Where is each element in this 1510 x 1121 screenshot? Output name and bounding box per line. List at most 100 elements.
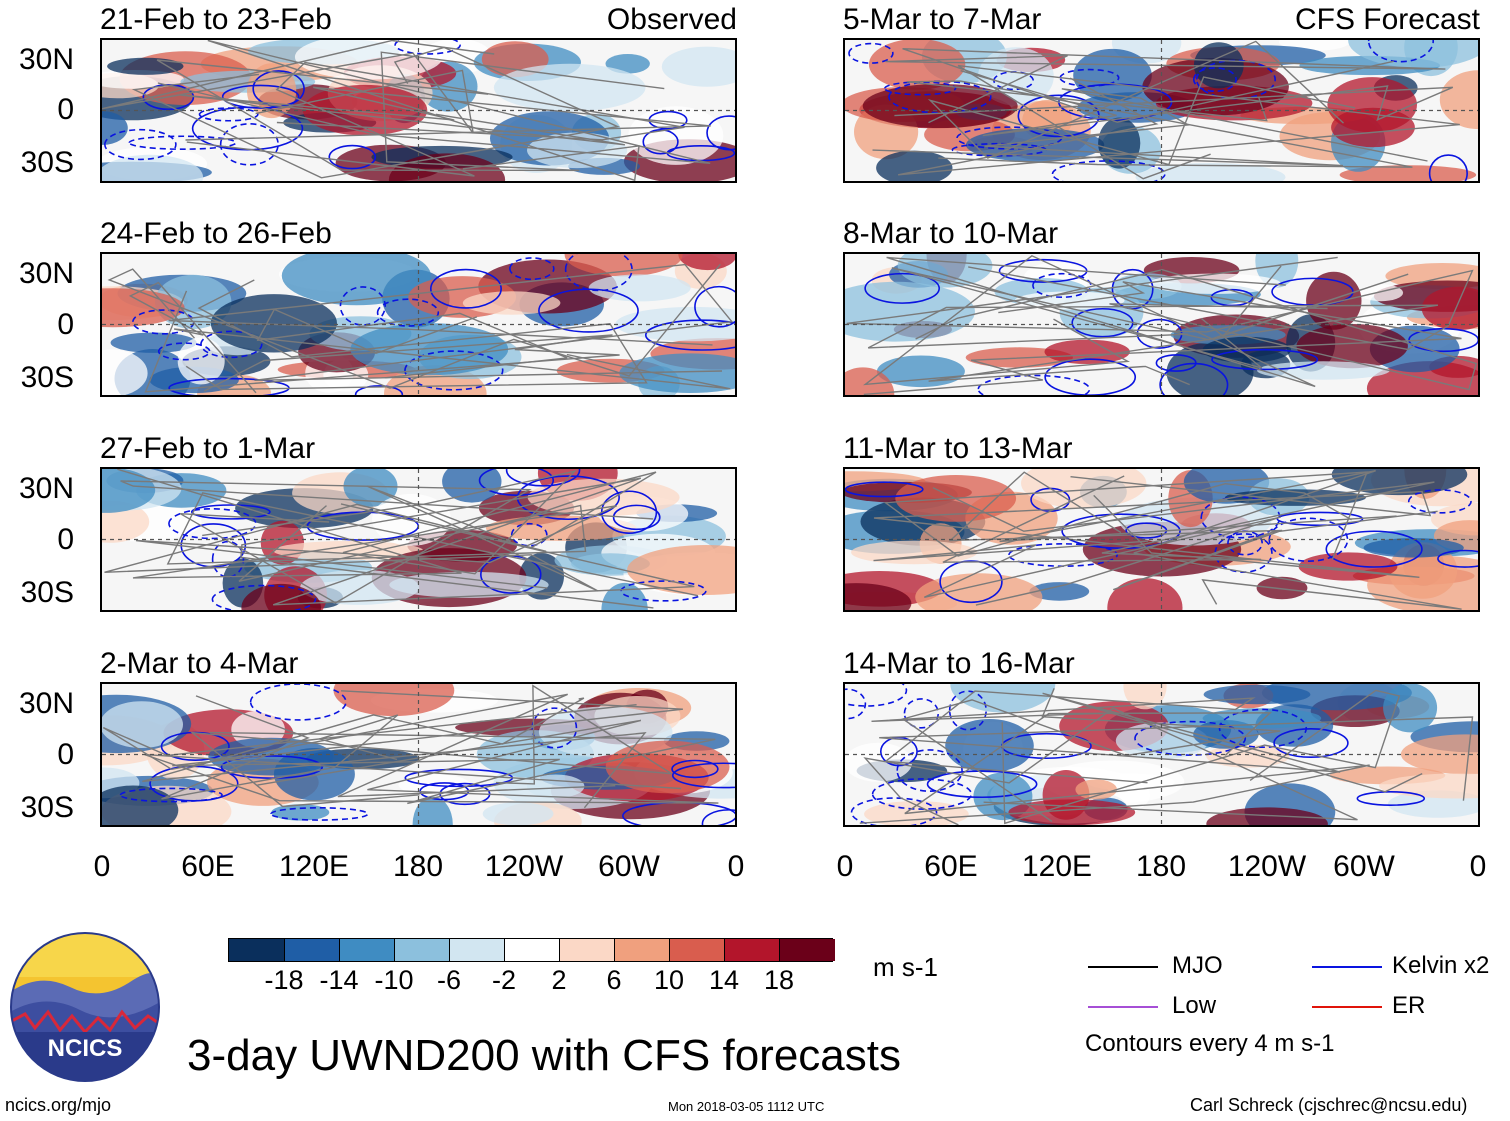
coastline — [256, 308, 568, 379]
kelvin-contour — [394, 40, 461, 55]
colorbar-label: -18 — [264, 965, 304, 995]
anomaly-blob — [1044, 339, 1130, 364]
kelvin-contour — [198, 107, 259, 122]
kelvin-contour — [848, 42, 894, 64]
coastline — [999, 470, 1462, 610]
coastline — [1001, 689, 1401, 825]
kelvin-contour — [1001, 732, 1092, 760]
coastline — [859, 712, 1370, 824]
kelvin-contour — [168, 508, 257, 540]
coastline — [166, 492, 699, 597]
kelvin-contour — [850, 797, 938, 825]
coastline — [863, 281, 1462, 395]
main-title: 3-day UWND200 with CFS forecasts — [187, 1031, 901, 1080]
kelvin-contour — [1218, 708, 1307, 749]
coastline — [932, 475, 1435, 563]
lon-label: 60W — [1333, 850, 1395, 883]
colorbar-label: 18 — [763, 965, 795, 995]
map-plot — [100, 38, 737, 183]
colorbar-label: 14 — [708, 965, 740, 995]
kelvin-contour — [1059, 68, 1120, 87]
kelvin-contour — [1192, 67, 1237, 93]
anomaly-blob — [482, 802, 554, 825]
anomaly-blob — [605, 740, 730, 794]
colorbar-swatch — [779, 939, 835, 961]
legend-note: Contours every 4 m s-1 — [1085, 1030, 1335, 1057]
kelvin-contour — [128, 135, 237, 150]
coastline — [240, 477, 695, 609]
kelvin-contour — [845, 688, 867, 720]
kelvin-contour — [376, 298, 440, 327]
kelvin-contour — [1111, 268, 1154, 310]
kelvin-contour — [119, 787, 223, 803]
anomaly-blob — [845, 742, 913, 782]
panel-title: 14-Mar to 16-Mar — [843, 647, 1075, 680]
panel-title: 27-Feb to 1-Mar — [100, 432, 316, 465]
kelvin-contour — [600, 490, 658, 534]
lon-label: 60W — [598, 850, 660, 883]
anomaly-blob — [1029, 582, 1090, 601]
footer-url[interactable]: ncics.org/mjo — [5, 1095, 112, 1115]
kelvin-contour — [516, 475, 620, 521]
anomaly-blob — [897, 254, 993, 288]
panel-title: 11-Mar to 13-Mar — [843, 432, 1073, 465]
colorbar-swatch — [614, 939, 670, 961]
anomaly-blob — [527, 478, 680, 517]
kelvin-contour — [190, 504, 271, 520]
panel-tag: Observed — [606, 3, 737, 36]
anomaly-blob — [1206, 807, 1328, 825]
kelvin-contour — [1008, 543, 1118, 567]
kelvin-contour — [1325, 530, 1423, 568]
anomaly-blob — [102, 154, 204, 181]
anomaly-blob — [1075, 779, 1117, 800]
anomaly-field — [102, 469, 735, 610]
anomaly-blob — [862, 84, 1018, 128]
anomaly-blob — [1257, 361, 1390, 380]
anomaly-blob — [442, 469, 502, 503]
colorbar-swatch — [669, 939, 725, 961]
coastline — [873, 516, 1282, 606]
anomaly-blob — [605, 54, 650, 74]
anomaly-blob — [412, 796, 453, 825]
kelvin-contour — [211, 540, 245, 578]
kelvin-contour — [328, 144, 377, 170]
coastline — [144, 290, 620, 393]
coastline — [157, 40, 711, 181]
lon-label: 120E — [278, 850, 350, 883]
kelvin-contour — [1428, 154, 1468, 181]
coastline — [172, 690, 716, 805]
coastline — [862, 254, 1316, 388]
anomaly-blob — [294, 40, 443, 80]
coastline — [128, 281, 731, 394]
coastline — [156, 51, 665, 172]
kelvin-contour — [1159, 362, 1229, 395]
map-plot — [100, 467, 737, 612]
kelvin-contour — [429, 268, 502, 309]
coastline — [120, 480, 654, 604]
lon-label: 0 — [93, 850, 111, 883]
kelvin-contour — [671, 762, 735, 789]
anomaly-blob — [588, 274, 691, 302]
anomaly-blob — [1193, 42, 1244, 89]
anomaly-blob — [527, 774, 585, 799]
footer-author: Carl Schreck (cjschrec@ncsu.edu) — [1190, 1095, 1468, 1115]
kelvin-contour — [104, 128, 177, 161]
coastline — [185, 279, 648, 391]
anomaly-blob — [627, 545, 735, 595]
anomaly-field — [845, 684, 1478, 825]
anomaly-blob — [1439, 70, 1478, 130]
kelvin-contour — [505, 469, 581, 487]
kelvin-contour — [896, 749, 963, 793]
kelvin-contour — [884, 81, 957, 96]
anomaly-blob — [1348, 40, 1478, 68]
map-plot — [843, 38, 1480, 183]
kelvin-contour — [612, 504, 661, 531]
coastline — [180, 86, 711, 146]
anomaly-blob — [1339, 165, 1477, 181]
anomaly-blob — [102, 349, 148, 395]
coastline — [190, 684, 672, 808]
kelvin-contour — [221, 84, 300, 109]
anomaly-blob — [300, 569, 420, 605]
kelvin-contour — [509, 257, 555, 281]
coastline — [142, 697, 647, 809]
